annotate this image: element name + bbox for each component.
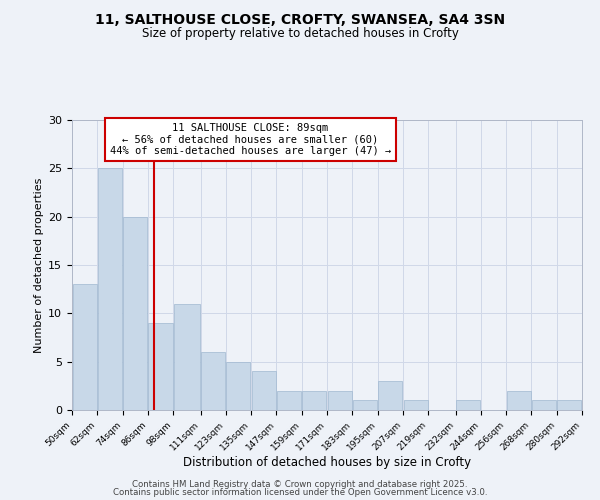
Bar [302,390,326,410]
Bar [201,352,225,410]
Text: Size of property relative to detached houses in Crofty: Size of property relative to detached ho… [142,28,458,40]
Bar [532,400,556,410]
Text: 11 SALTHOUSE CLOSE: 89sqm
← 56% of detached houses are smaller (60)
44% of semi-: 11 SALTHOUSE CLOSE: 89sqm ← 56% of detac… [110,123,391,156]
Bar [252,372,276,410]
Text: 11, SALTHOUSE CLOSE, CROFTY, SWANSEA, SA4 3SN: 11, SALTHOUSE CLOSE, CROFTY, SWANSEA, SA… [95,12,505,26]
Bar [404,400,428,410]
Bar [73,284,97,410]
Bar [456,400,480,410]
Bar [557,400,581,410]
Text: Contains HM Land Registry data © Crown copyright and database right 2025.: Contains HM Land Registry data © Crown c… [132,480,468,489]
Bar [378,381,402,410]
Bar [98,168,122,410]
Y-axis label: Number of detached properties: Number of detached properties [34,178,44,352]
Bar [174,304,200,410]
Bar [507,390,531,410]
Bar [226,362,251,410]
Bar [353,400,377,410]
X-axis label: Distribution of detached houses by size in Crofty: Distribution of detached houses by size … [183,456,471,469]
Bar [148,323,173,410]
Text: Contains public sector information licensed under the Open Government Licence v3: Contains public sector information licen… [113,488,487,497]
Bar [123,216,147,410]
Bar [277,390,301,410]
Bar [328,390,352,410]
